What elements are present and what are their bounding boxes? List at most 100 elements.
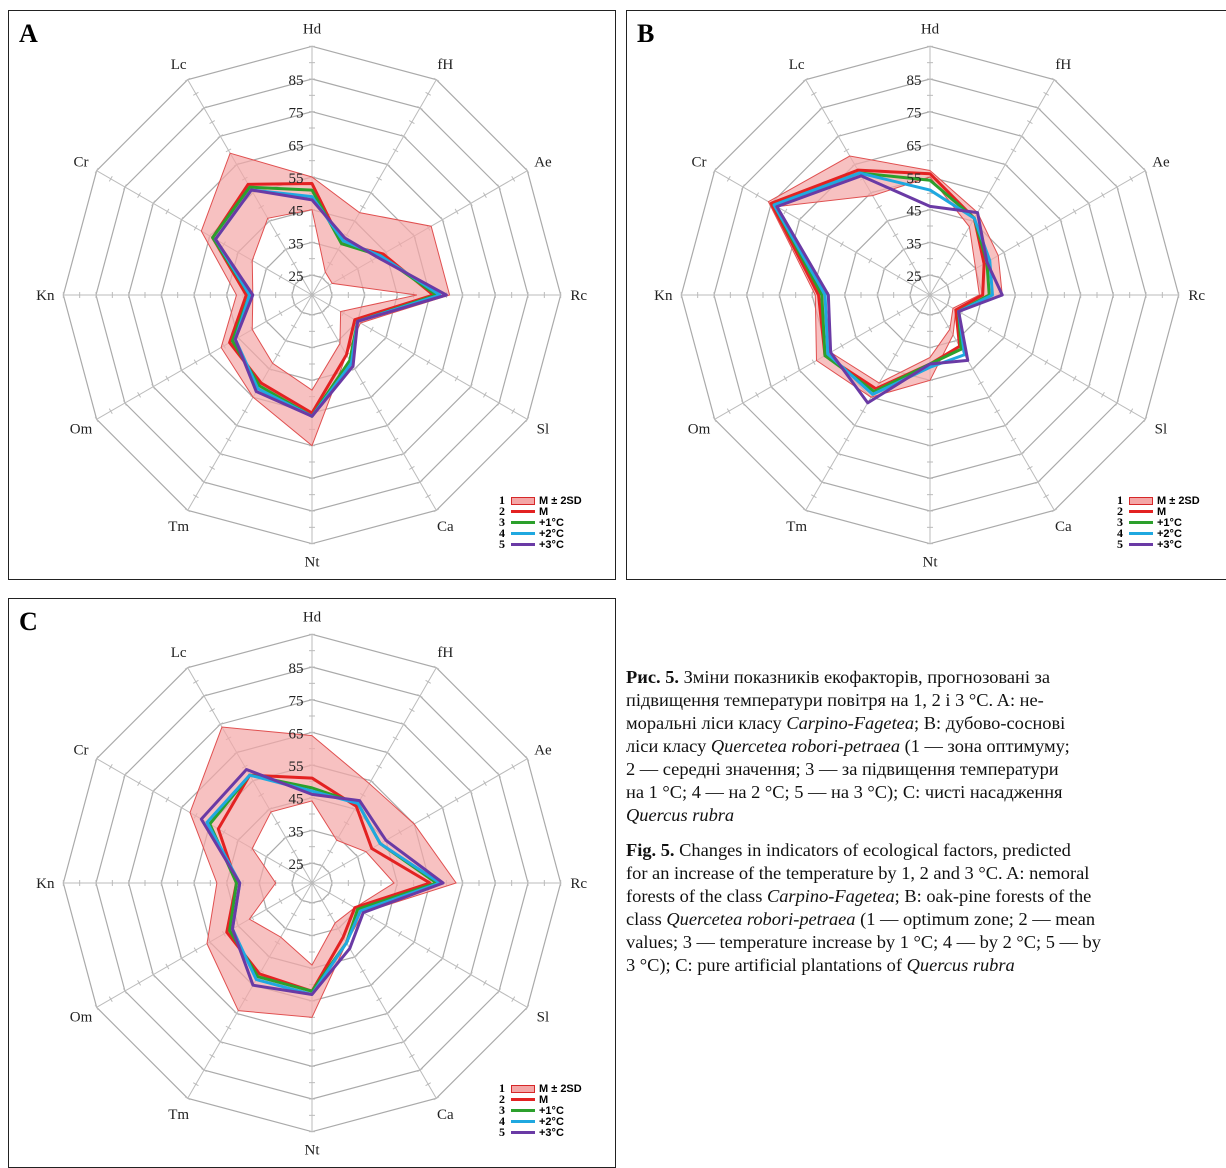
axis-tick [384, 162, 391, 167]
axis-tick [482, 192, 487, 199]
axis-tick [193, 224, 198, 231]
axis-tick [497, 400, 501, 406]
axis-label-kn: Kn [36, 288, 55, 304]
legend-item-3: 3 +1°C [499, 1103, 582, 1117]
axis-tick [327, 890, 332, 896]
axis-tick [835, 451, 842, 456]
axis-label-ae: Ae [534, 155, 552, 171]
axis-label-sl: Sl [1155, 421, 1168, 437]
radar-grid [62, 45, 562, 545]
caption-ukrainian: Рис. 5. Зміни показників екофакторів, пр… [626, 667, 1070, 825]
axis-tick [937, 310, 943, 315]
axis-tick [225, 437, 232, 442]
axis-label-tm: Tm [168, 519, 189, 535]
axis-tick [278, 898, 283, 905]
legend-label: M ± 2SD [539, 1082, 582, 1095]
axis-tick [376, 176, 383, 181]
axis-tick [1016, 241, 1020, 248]
axis-tick [292, 302, 297, 308]
legend-item-4: 4 +2°C [499, 1114, 582, 1128]
axis-tick [440, 216, 445, 223]
axis-tick [165, 963, 170, 970]
axis-tick [233, 423, 240, 428]
axis-tick [376, 997, 383, 1002]
axis-tick [755, 192, 760, 199]
axis-tick [108, 996, 113, 1003]
axis-tick [882, 265, 887, 272]
axis-tick [184, 665, 191, 670]
legend-label: M ± 2SD [539, 494, 582, 507]
axis-tick [843, 148, 850, 153]
legend-item-5: 5 +3°C [499, 537, 582, 551]
axis-tick [359, 205, 366, 209]
legend-number: 5 [1117, 537, 1123, 551]
legend-label: M ± 2SD [1157, 494, 1200, 507]
axis-tick [400, 451, 407, 456]
axis-tick [299, 863, 305, 868]
axis-tick [400, 722, 407, 727]
axis-tick [217, 134, 224, 139]
axis-tick [408, 1053, 415, 1058]
axis-tick [217, 722, 224, 727]
axis-spoke [714, 170, 931, 296]
axis-label-ae: Ae [1152, 155, 1170, 171]
axis-tick [859, 409, 866, 414]
axis-tick [351, 366, 358, 371]
axis-tick [1010, 437, 1017, 442]
axis-tick [290, 261, 297, 266]
axis-tick [1043, 91, 1050, 96]
axis-tick [440, 804, 445, 811]
axis-label-lc: Lc [171, 57, 187, 73]
axis-tick [392, 437, 399, 442]
legend-item-1: 1 M ± 2SD [499, 493, 582, 507]
legend-number: 5 [499, 537, 505, 551]
legend-number: 3 [499, 515, 505, 529]
axis-tick [825, 233, 830, 239]
legend-label: +1°C [539, 516, 564, 529]
axis-tick [108, 408, 113, 415]
axis-tick [827, 465, 834, 470]
axis-tick [192, 679, 199, 684]
axis-tick [192, 91, 199, 96]
axis-tick [368, 395, 374, 400]
axis-spoke [929, 79, 1055, 296]
axis-spoke [311, 882, 528, 1008]
axis-tick [741, 184, 745, 190]
axis-tick [319, 863, 325, 868]
axis-tick [1018, 451, 1025, 456]
axis-tick [1086, 200, 1091, 207]
axis-tick [468, 200, 473, 207]
axis-tick [802, 77, 809, 82]
axis-tick [482, 979, 487, 986]
axis-tick [497, 988, 501, 994]
axis-spoke [929, 170, 1146, 296]
axis-tick [201, 1068, 207, 1072]
axis-tick [368, 983, 374, 988]
tick-label: 55 [907, 171, 922, 187]
axis-label-rc: Rc [570, 876, 587, 892]
axis-tick [1026, 120, 1033, 125]
axis-tick [137, 780, 142, 787]
axis-tick [123, 184, 127, 190]
axis-tick [193, 359, 198, 366]
legend-item-5: 5 +3°C [1117, 537, 1200, 551]
axis-tick [884, 219, 891, 224]
axis-tick [525, 755, 530, 762]
axis-tick [192, 1082, 199, 1087]
axis-tick [1035, 106, 1041, 110]
axis-tick [827, 120, 834, 125]
axis-tick [454, 963, 459, 970]
axis-tick [884, 366, 891, 371]
axis-label-rc: Rc [1188, 288, 1205, 304]
axis-tick [426, 359, 431, 366]
axis-tick [1043, 494, 1050, 499]
axis-tick [851, 423, 858, 428]
axis-tick [299, 310, 305, 315]
tick-label: 75 [289, 694, 304, 710]
axis-tick [987, 326, 992, 333]
axis-tick [811, 224, 816, 231]
axis-tick [217, 451, 224, 456]
axis-tick [994, 176, 1001, 181]
axis-label-om: Om [70, 1009, 93, 1025]
